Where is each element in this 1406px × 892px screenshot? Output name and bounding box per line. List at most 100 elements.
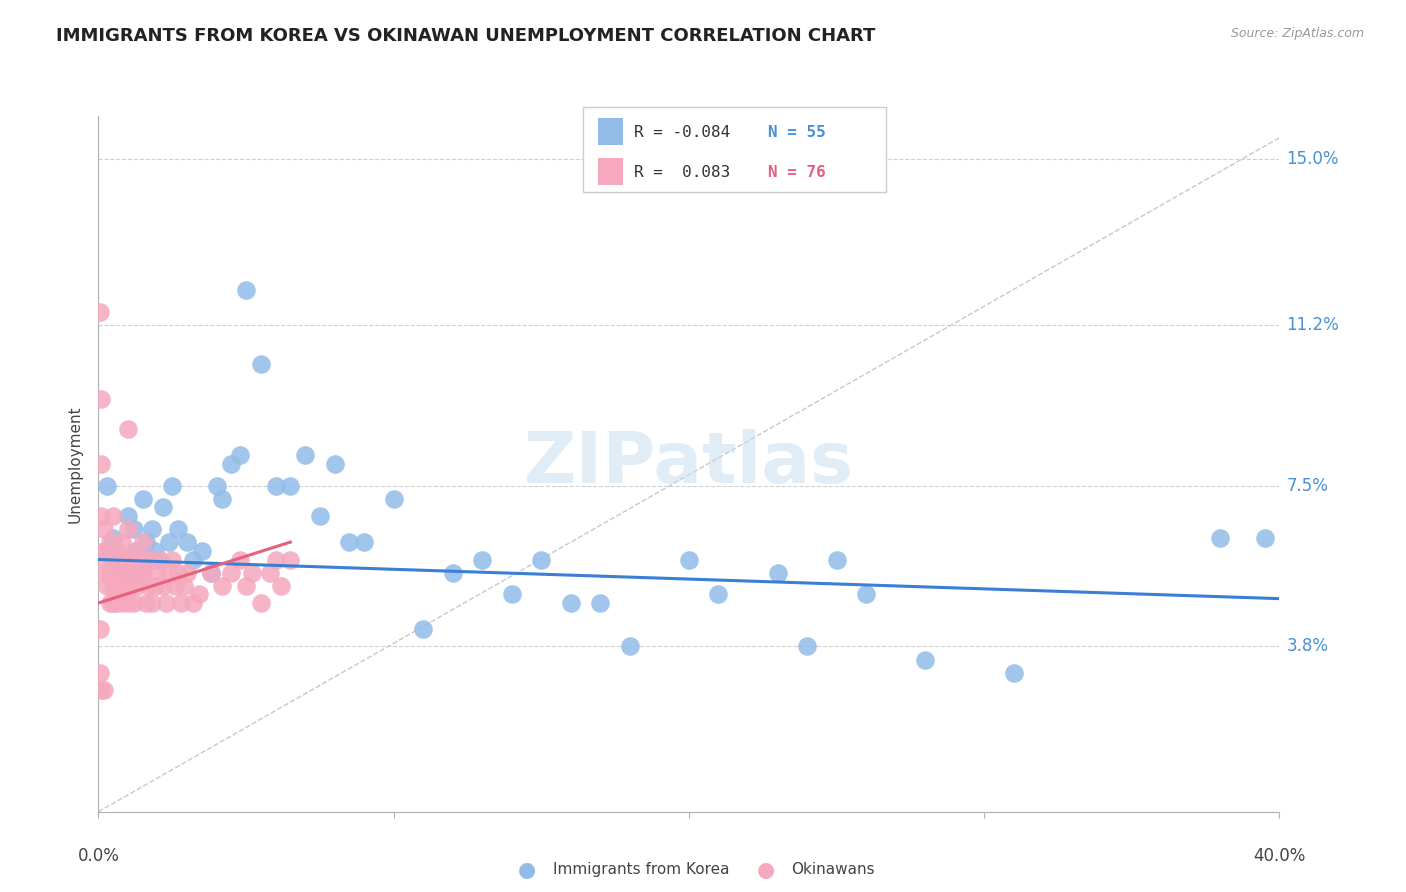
Point [103, 579, 125, 593]
Point [1209, 531, 1232, 545]
Point [114, 552, 136, 566]
Text: R =  0.083: R = 0.083 [634, 165, 730, 180]
Point [149, 552, 172, 566]
Point [229, 552, 252, 566]
Point [128, 566, 150, 580]
Point [132, 535, 155, 549]
Point [108, 552, 131, 566]
Point [157, 566, 180, 580]
Text: 15.0%: 15.0% [1286, 151, 1339, 169]
Point [98, 544, 121, 558]
Point [309, 508, 332, 523]
Point [93, 544, 115, 558]
Point [125, 544, 148, 558]
Point [264, 478, 287, 492]
Point [89, 665, 111, 680]
Point [560, 596, 582, 610]
Point [855, 587, 877, 601]
Point [191, 544, 214, 558]
Point [678, 552, 700, 566]
Point [278, 552, 302, 566]
Point [103, 596, 125, 610]
Point [103, 552, 125, 566]
Text: ●: ● [758, 860, 775, 880]
Text: Okinawans: Okinawans [792, 863, 875, 877]
Point [353, 535, 375, 549]
Point [264, 552, 287, 566]
Point [117, 552, 139, 566]
Point [120, 579, 142, 593]
Point [162, 478, 183, 492]
Point [105, 544, 128, 558]
Point [122, 544, 145, 558]
Text: 7.5%: 7.5% [1286, 476, 1329, 494]
Text: IMMIGRANTS FROM KOREA VS OKINAWAN UNEMPLOYMENT CORRELATION CHART: IMMIGRANTS FROM KOREA VS OKINAWAN UNEMPL… [56, 27, 876, 45]
Point [167, 522, 190, 536]
Point [138, 552, 160, 566]
Point [1002, 665, 1025, 680]
Point [219, 457, 242, 471]
Point [211, 579, 233, 593]
Point [619, 640, 641, 654]
Point [111, 535, 134, 549]
Point [162, 552, 183, 566]
Point [294, 448, 316, 462]
Point [173, 579, 195, 593]
Point [120, 552, 142, 566]
Text: Source: ZipAtlas.com: Source: ZipAtlas.com [1230, 27, 1364, 40]
Text: N = 55: N = 55 [768, 125, 825, 140]
Point [250, 596, 273, 610]
Point [105, 596, 128, 610]
Point [117, 522, 139, 536]
Point [143, 579, 166, 593]
Text: ●: ● [519, 860, 536, 880]
Point [93, 522, 115, 536]
Point [98, 535, 121, 549]
Point [323, 457, 346, 471]
Text: 11.2%: 11.2% [1286, 316, 1340, 334]
Point [165, 579, 187, 593]
Text: 0.0%: 0.0% [77, 847, 120, 865]
Point [103, 508, 125, 523]
Point [825, 552, 848, 566]
Point [96, 544, 118, 558]
Point [1254, 531, 1277, 545]
Point [111, 566, 134, 580]
Point [98, 566, 121, 580]
Point [114, 579, 136, 593]
Text: 3.8%: 3.8% [1286, 638, 1329, 656]
Point [146, 552, 169, 566]
Point [471, 552, 494, 566]
Point [205, 478, 228, 492]
Point [141, 596, 163, 610]
Point [117, 422, 139, 436]
Point [135, 596, 157, 610]
Point [89, 304, 111, 318]
Point [235, 579, 257, 593]
Point [98, 596, 121, 610]
Text: N = 76: N = 76 [768, 165, 825, 180]
Point [111, 596, 134, 610]
Point [122, 522, 145, 536]
Point [914, 652, 936, 666]
Point [337, 535, 360, 549]
Point [132, 491, 155, 506]
Point [90, 508, 112, 523]
Point [219, 566, 242, 580]
Point [114, 566, 136, 580]
Point [108, 579, 131, 593]
Point [125, 579, 148, 593]
Point [229, 448, 252, 462]
Point [93, 566, 115, 580]
Point [176, 566, 198, 580]
Point [441, 566, 464, 580]
Point [132, 566, 155, 580]
Text: Immigrants from Korea: Immigrants from Korea [553, 863, 730, 877]
Point [382, 491, 405, 506]
Point [93, 683, 115, 698]
Y-axis label: Unemployment: Unemployment [67, 405, 83, 523]
Point [90, 683, 112, 698]
Point [167, 566, 190, 580]
Point [187, 587, 209, 601]
Point [501, 587, 523, 601]
